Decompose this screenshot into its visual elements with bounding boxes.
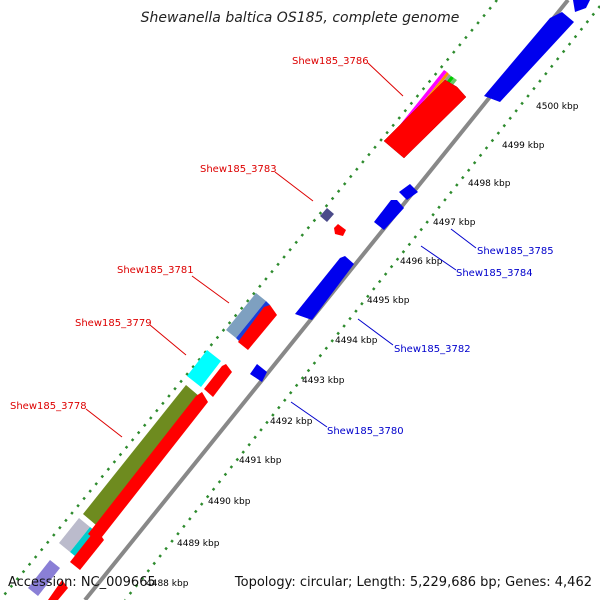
label-shew185-3786[interactable]: Shew185_3786 bbox=[292, 56, 369, 67]
gene-labels: Shew185_3786 Shew185_3783 Shew185_3781 S… bbox=[10, 56, 554, 437]
gene-3786 bbox=[383, 79, 467, 159]
outer-scale-dots bbox=[0, 0, 498, 600]
inner-scale-dots bbox=[124, 5, 600, 600]
tick-4497: 4497 kbp bbox=[433, 218, 476, 228]
gene-bottom bbox=[70, 531, 104, 570]
label-shew185-3780[interactable]: Shew185_3780 bbox=[327, 426, 404, 437]
label-shew185-3785[interactable]: Shew185_3785 bbox=[477, 246, 554, 257]
gene-top bbox=[573, 0, 590, 12]
accession-text: Accession: NC_009665 bbox=[8, 575, 156, 590]
reverse-genes bbox=[250, 0, 590, 382]
tick-4498: 4498 kbp bbox=[468, 179, 511, 189]
reverse-leaders bbox=[290, 228, 477, 428]
forward-leaders bbox=[85, 62, 404, 438]
feature-3783 bbox=[320, 208, 334, 222]
label-shew185-3779[interactable]: Shew185_3779 bbox=[75, 318, 152, 329]
gene-3780 bbox=[250, 364, 267, 382]
feature-3778 bbox=[83, 385, 199, 525]
gene-3779 bbox=[204, 364, 232, 397]
topology-text: Topology: circular; Length: 5,229,686 bp… bbox=[234, 575, 592, 590]
forward-genes bbox=[48, 79, 467, 600]
feature-3781-gray bbox=[226, 293, 266, 338]
feature-bottom-purple bbox=[28, 560, 60, 596]
tick-4492: 4492 kbp bbox=[270, 417, 313, 427]
tick-4491: 4491 kbp bbox=[239, 456, 282, 466]
gene-3784 bbox=[399, 184, 418, 200]
feature-3779 bbox=[187, 350, 221, 387]
gene-3783 bbox=[334, 224, 346, 236]
map-title: Shewanella baltica OS185, complete genom… bbox=[140, 10, 460, 26]
tick-4488: 4488 kbp bbox=[146, 579, 189, 589]
tick-4495: 4495 kbp bbox=[367, 296, 410, 306]
label-shew185-3784[interactable]: Shew185_3784 bbox=[456, 268, 533, 279]
label-shew185-3778[interactable]: Shew185_3778 bbox=[10, 401, 87, 412]
feature-bottom-gray bbox=[59, 518, 90, 552]
tick-4500: 4500 kbp bbox=[536, 102, 579, 112]
label-shew185-3782[interactable]: Shew185_3782 bbox=[394, 344, 471, 355]
gene-3781 bbox=[238, 305, 277, 350]
tick-4490: 4490 kbp bbox=[208, 497, 251, 507]
label-shew185-3783[interactable]: Shew185_3783 bbox=[200, 164, 277, 175]
gene-3785 bbox=[484, 12, 574, 102]
tick-4494: 4494 kbp bbox=[335, 336, 378, 346]
tick-4489: 4489 kbp bbox=[177, 539, 220, 549]
gene-3782 bbox=[295, 256, 354, 320]
gene-3784b bbox=[374, 200, 404, 230]
tick-4496: 4496 kbp bbox=[400, 257, 443, 267]
tick-4499: 4499 kbp bbox=[502, 141, 545, 151]
gene-bottom-2 bbox=[48, 580, 68, 600]
scale-tick-labels: 4488 kbp 4489 kbp 4490 kbp 4491 kbp 4492… bbox=[146, 102, 579, 589]
gene-3778 bbox=[88, 392, 208, 542]
tick-4493: 4493 kbp bbox=[302, 376, 345, 386]
label-shew185-3781[interactable]: Shew185_3781 bbox=[117, 265, 194, 276]
